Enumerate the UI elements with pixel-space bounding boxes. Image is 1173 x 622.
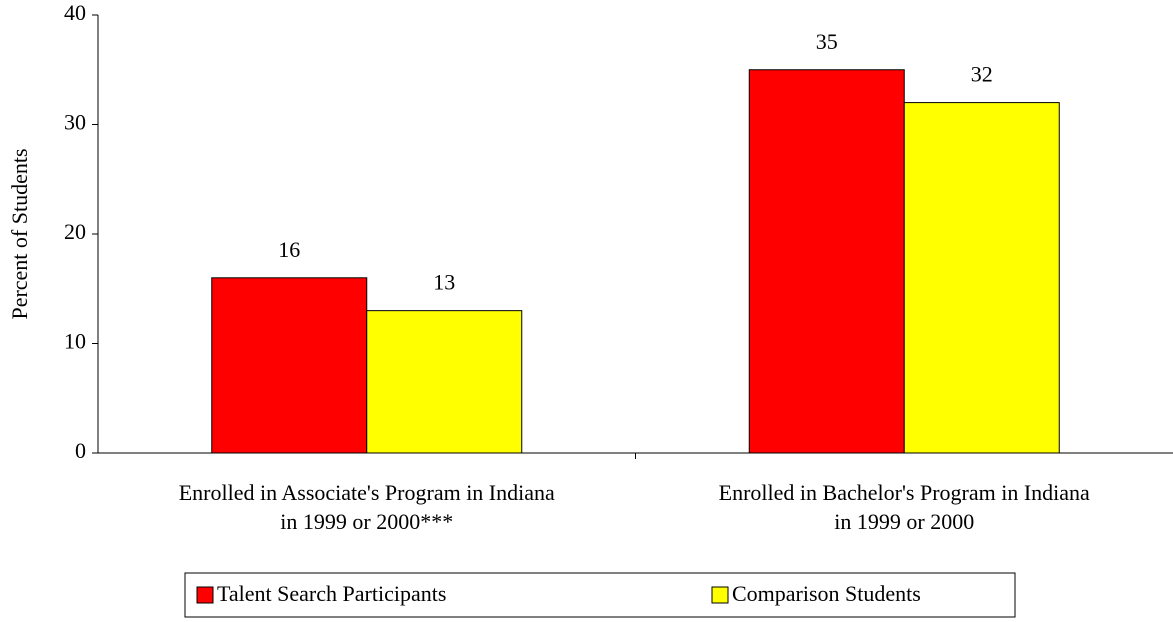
y-tick-label: 10 <box>64 329 86 354</box>
y-tick-label: 40 <box>64 0 86 25</box>
legend-swatch <box>711 586 729 604</box>
value-label: 32 <box>971 62 993 87</box>
x-tick-label: in 1999 or 2000*** <box>280 509 453 534</box>
bar <box>903 102 1060 454</box>
x-tick-label: Enrolled in Bachelor's Program in Indian… <box>719 480 1090 505</box>
y-tick-label: 0 <box>75 438 86 463</box>
bar <box>748 69 905 454</box>
legend-box <box>184 572 1016 618</box>
value-label: 16 <box>278 237 300 262</box>
y-tick-label: 20 <box>64 219 86 244</box>
y-axis-label: Percent of Students <box>7 148 32 319</box>
x-tick-label: in 1999 or 2000 <box>834 509 974 534</box>
legend-label: Talent Search Participants <box>217 581 446 606</box>
bar <box>211 277 368 454</box>
bar <box>366 310 523 454</box>
value-label: 13 <box>433 270 455 295</box>
legend-swatch <box>196 586 214 604</box>
value-label: 35 <box>816 29 838 54</box>
x-tick-label: Enrolled in Associate's Program in India… <box>179 480 555 505</box>
legend-label: Comparison Students <box>732 581 921 606</box>
y-tick-label: 30 <box>64 110 86 135</box>
